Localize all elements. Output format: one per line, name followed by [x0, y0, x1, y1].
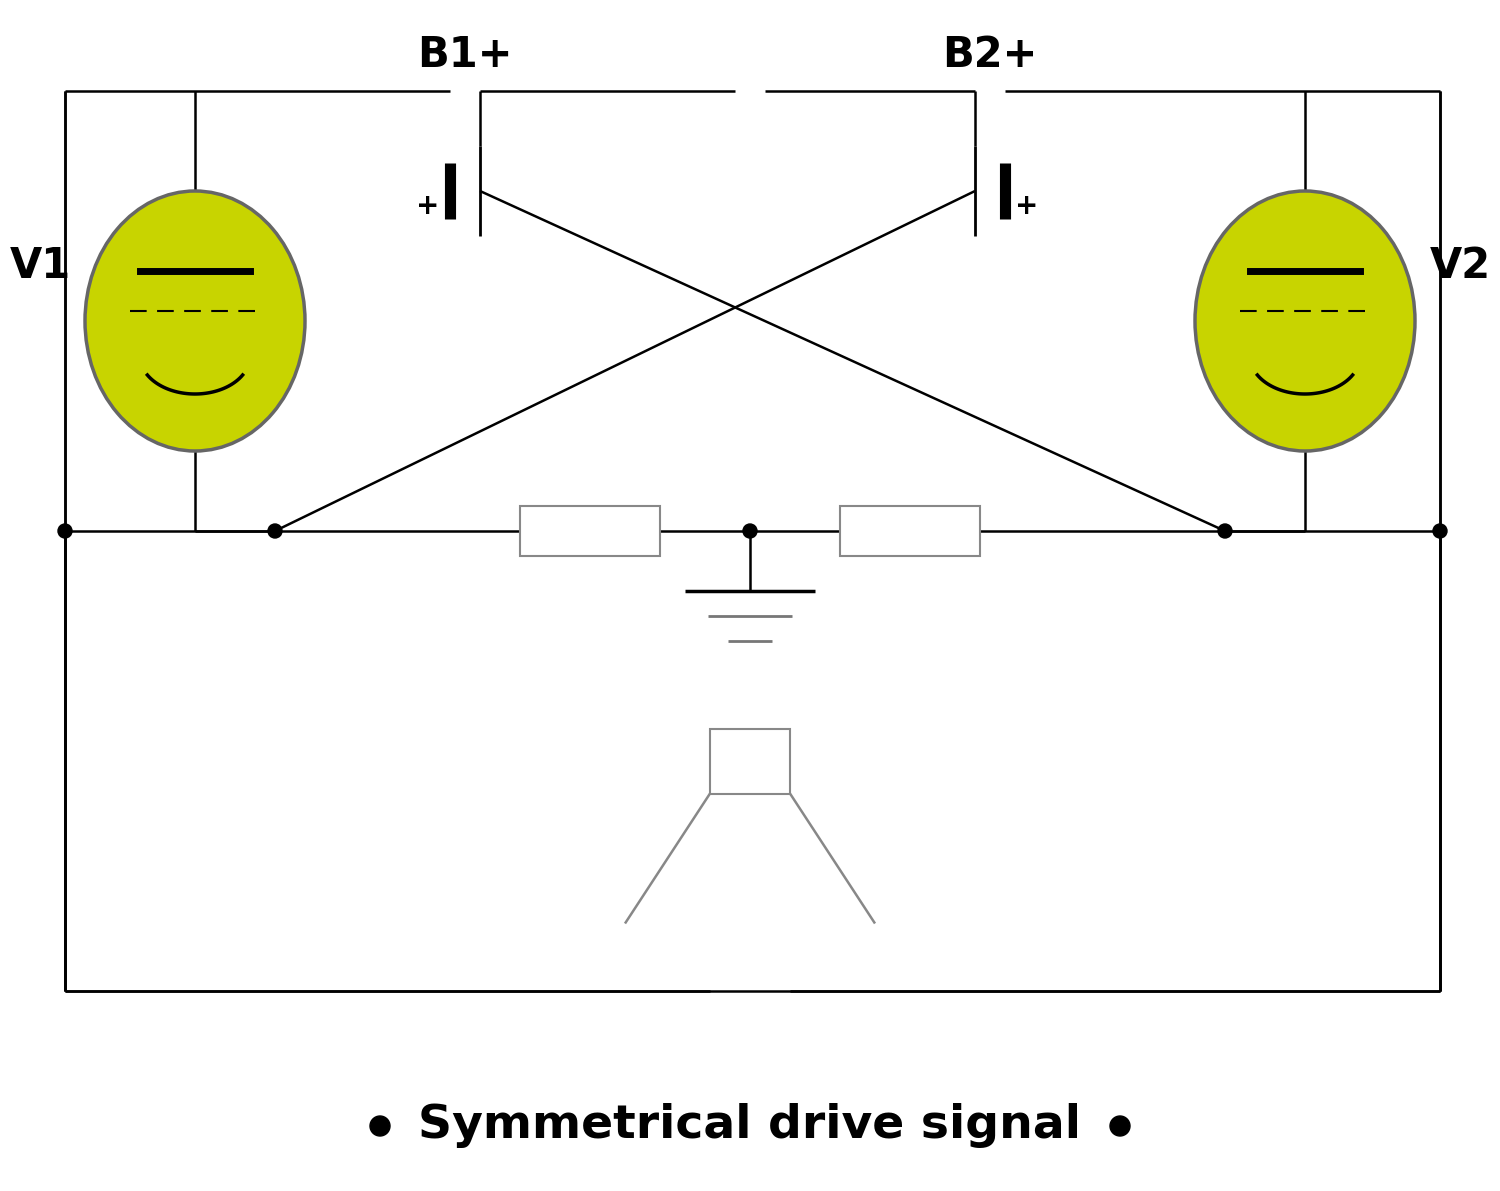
Bar [840, 506, 980, 556]
Circle shape [1110, 1116, 1130, 1136]
Ellipse shape [86, 191, 304, 451]
Text: V2: V2 [1430, 245, 1491, 287]
Circle shape [268, 524, 282, 538]
Ellipse shape [1196, 191, 1414, 451]
Text: V1: V1 [9, 245, 70, 287]
Circle shape [742, 524, 758, 538]
Circle shape [58, 524, 72, 538]
Bar [710, 729, 791, 793]
Circle shape [1218, 524, 1231, 538]
Circle shape [1432, 524, 1448, 538]
Text: +: + [417, 192, 440, 220]
Text: B1+: B1+ [417, 35, 513, 76]
Circle shape [370, 1116, 390, 1136]
Text: B2+: B2+ [942, 35, 1038, 76]
Bar [520, 506, 660, 556]
Text: Symmetrical drive signal: Symmetrical drive signal [419, 1104, 1082, 1148]
Text: +: + [1016, 192, 1038, 220]
